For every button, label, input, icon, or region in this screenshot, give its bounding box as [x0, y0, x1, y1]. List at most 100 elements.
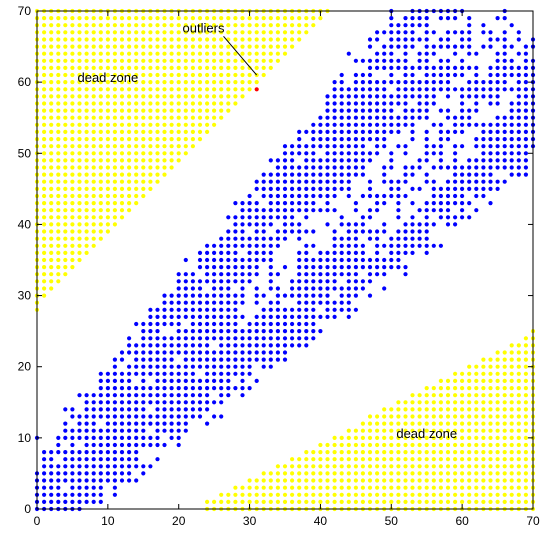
dead-zone-point: [453, 400, 458, 405]
dead-zone-point: [332, 499, 337, 504]
dead-zone-point: [183, 37, 188, 42]
dead-zone-point: [63, 215, 68, 220]
dead-zone-point: [176, 144, 181, 149]
dead-zone-point: [325, 471, 330, 476]
data-point: [474, 172, 479, 177]
dead-zone-point: [396, 442, 401, 448]
dead-zone-point: [98, 101, 103, 106]
dead-zone-point: [254, 51, 259, 56]
data-point: [431, 208, 436, 213]
dead-zone-point: [176, 151, 181, 156]
data-point: [438, 108, 443, 113]
data-point: [495, 179, 500, 184]
data-point: [318, 293, 323, 298]
data-point: [502, 87, 507, 92]
data-point: [197, 393, 203, 398]
dead-zone-point: [268, 485, 273, 490]
data-point: [488, 165, 493, 170]
data-point: [410, 236, 415, 241]
dead-zone-point: [49, 165, 54, 170]
dead-zone-point: [467, 428, 472, 433]
dead-zone-point: [42, 158, 47, 163]
data-point: [304, 165, 309, 170]
data-point: [212, 400, 217, 405]
data-point: [219, 314, 224, 319]
dead-zone-point: [233, 44, 238, 49]
dead-zone-point: [424, 457, 429, 462]
data-point: [339, 172, 344, 177]
data-point: [346, 129, 351, 134]
dead-zone-point: [360, 478, 365, 483]
data-point: [98, 386, 103, 391]
data-point: [367, 80, 373, 85]
dead-zone-point: [49, 201, 54, 206]
dead-zone-point: [77, 37, 82, 42]
dead-zone-point: [445, 378, 451, 383]
data-point: [339, 72, 344, 78]
dead-zone-point: [424, 400, 429, 405]
data-point: [474, 158, 479, 163]
dead-zone-point: [254, 478, 259, 483]
data-point: [197, 307, 203, 312]
data-point: [396, 229, 401, 234]
data-point: [367, 257, 373, 263]
data-point: [304, 293, 309, 298]
data-point: [268, 158, 273, 163]
data-point: [325, 158, 330, 163]
dead-zone-point: [523, 457, 529, 462]
data-point: [382, 94, 387, 99]
dead-zone-point: [56, 179, 61, 184]
dead-zone-point: [56, 122, 61, 127]
data-point: [176, 314, 181, 319]
dead-zone-point: [119, 129, 125, 134]
data-point: [389, 236, 394, 241]
data-point: [516, 94, 521, 99]
data-point: [346, 222, 351, 227]
data-point: [205, 336, 210, 341]
dead-zone-point: [417, 442, 422, 448]
dead-zone-point: [84, 65, 89, 70]
data-point: [240, 364, 245, 369]
data-point: [205, 272, 210, 277]
data-point: [141, 400, 146, 405]
data-point: [119, 350, 125, 355]
data-point: [304, 250, 309, 255]
data-point: [318, 186, 323, 191]
data-point: [332, 94, 337, 99]
dead-zone-point: [134, 193, 139, 199]
dead-zone-point: [49, 44, 54, 49]
data-point: [474, 122, 479, 127]
dead-zone-point: [438, 435, 443, 440]
data-point: [460, 87, 465, 92]
data-point: [410, 215, 415, 220]
data-point: [382, 243, 387, 248]
data-point: [523, 137, 529, 142]
data-point: [339, 129, 344, 134]
dead-zone-point: [389, 442, 394, 448]
data-point: [325, 286, 330, 291]
dead-zone-point: [389, 435, 394, 440]
dead-zone-point: [311, 499, 316, 504]
dead-zone-point: [63, 23, 68, 28]
dead-zone-point: [197, 51, 203, 56]
data-point: [91, 442, 96, 448]
dead-zone-point: [268, 44, 273, 49]
data-point: [410, 23, 415, 28]
dead-zone-point: [56, 51, 61, 56]
dead-zone-point: [112, 72, 117, 78]
dead-zone-point: [226, 94, 231, 99]
data-point: [417, 51, 422, 56]
dead-zone-point: [467, 492, 472, 497]
data-point: [311, 151, 316, 156]
dead-zone-point: [431, 450, 436, 455]
data-point: [219, 364, 224, 369]
data-point: [233, 329, 238, 334]
dead-zone-point: [403, 450, 408, 455]
data-point: [91, 428, 96, 433]
dead-zone-point: [84, 222, 89, 227]
data-point: [360, 165, 365, 170]
dead-zone-point: [375, 457, 380, 462]
dead-zone-point: [360, 421, 365, 426]
dead-zone-point: [488, 386, 493, 391]
dead-zone-point: [112, 65, 117, 70]
